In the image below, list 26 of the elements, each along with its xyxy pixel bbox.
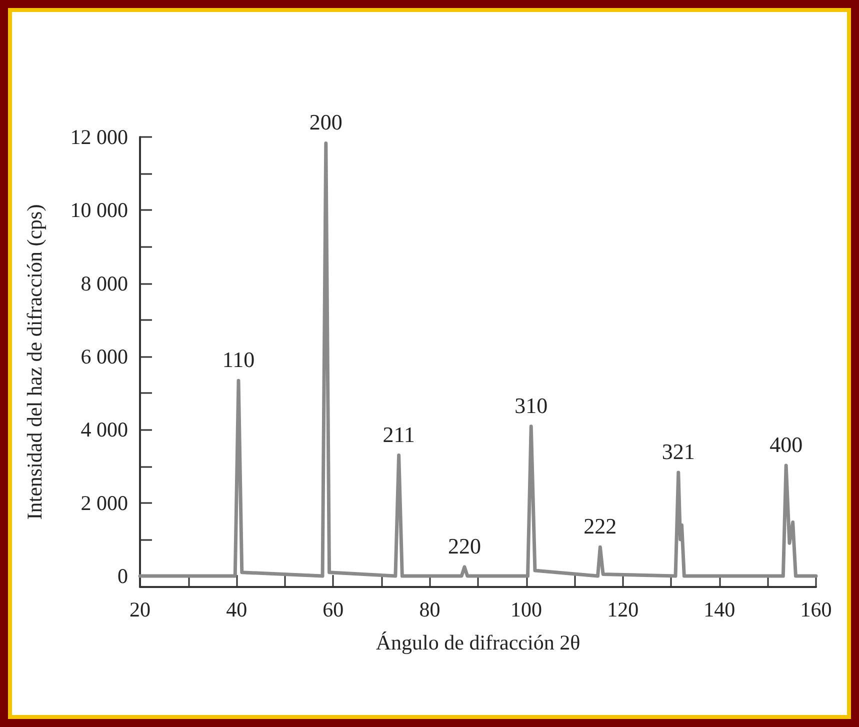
x-tick-label: 100 — [510, 598, 542, 622]
y-tick-label: 4 000 — [80, 418, 128, 442]
annotation: 220 — [448, 533, 481, 558]
annotation: 222 — [584, 514, 617, 539]
x-tick-label: 140 — [704, 598, 736, 622]
y-tick-label: 0 — [118, 564, 128, 588]
y-tick-label: 8 000 — [80, 271, 128, 296]
x-tick-label: 20 — [130, 598, 150, 622]
x-tick-label: 80 — [419, 598, 440, 622]
annotation: 321 — [662, 438, 695, 464]
annotation: 200 — [309, 110, 342, 135]
x-tick-label: 40 — [226, 598, 248, 622]
x-axis-title: Ángulo de difracción 2θ — [376, 630, 580, 654]
annotation: 211 — [382, 422, 415, 447]
annotation: 310 — [514, 392, 548, 418]
annotation: 110 — [222, 347, 255, 372]
y-tick-label: 12 000 — [70, 125, 128, 149]
y-tick-label: 6 000 — [80, 344, 128, 369]
y-tick-label: 10 000 — [70, 198, 128, 222]
line-series — [138, 141, 818, 578]
x-tick-label: 120 — [607, 598, 639, 622]
x-tick-label: 160 — [800, 598, 832, 622]
annotation: 400 — [770, 432, 803, 458]
y-axis-title: Intensidad del haz de difracción (cps) — [22, 204, 46, 520]
y-tick-label: 2 000 — [80, 490, 128, 515]
x-tick-label: 60 — [322, 598, 344, 622]
